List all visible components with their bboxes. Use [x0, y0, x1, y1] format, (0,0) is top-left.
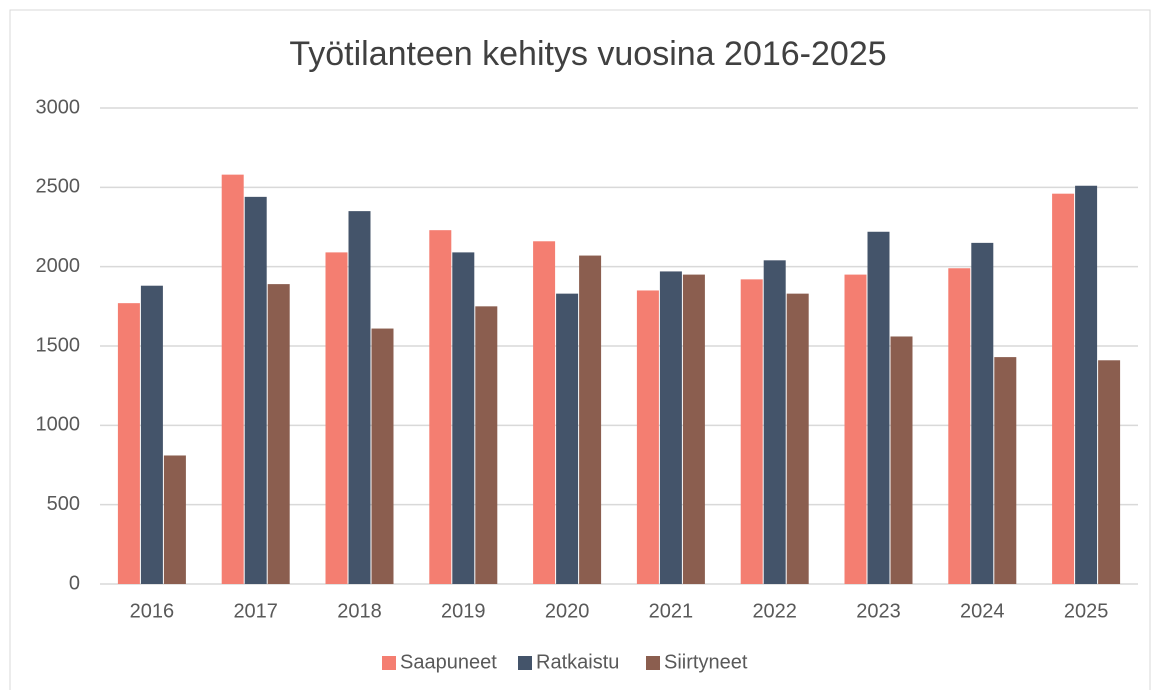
x-tick-label: 2017 — [233, 600, 278, 622]
bar — [1098, 360, 1121, 584]
x-tick-label: 2020 — [545, 600, 590, 622]
y-tick-label: 2000 — [36, 255, 81, 277]
x-tick-label: 2025 — [1064, 600, 1109, 622]
bar — [348, 211, 371, 584]
bar — [740, 279, 763, 584]
legend-swatch — [382, 656, 396, 670]
x-tick-label: 2023 — [856, 600, 901, 622]
bar — [994, 357, 1017, 584]
bar — [117, 303, 140, 584]
bar — [556, 293, 579, 584]
y-tick-label: 3000 — [36, 96, 81, 118]
bar — [1075, 185, 1098, 584]
bar — [890, 336, 913, 584]
x-tick-label: 2016 — [130, 600, 175, 622]
bar — [325, 252, 348, 585]
bar — [371, 328, 394, 584]
bar — [244, 196, 267, 584]
y-tick-label: 0 — [69, 572, 80, 594]
bar — [867, 231, 890, 584]
bar — [533, 241, 556, 584]
legend-swatch — [518, 656, 532, 670]
bar — [452, 252, 475, 585]
bar — [140, 285, 163, 584]
bar — [1052, 193, 1075, 584]
bar — [971, 242, 994, 584]
bar — [659, 271, 682, 584]
y-tick-label: 500 — [47, 493, 80, 515]
bar — [475, 306, 498, 584]
x-tick-label: 2018 — [337, 600, 382, 622]
bar — [163, 455, 186, 584]
legend-swatch — [646, 656, 660, 670]
bar — [682, 274, 705, 584]
bar — [429, 230, 452, 584]
chart-title: Työtilanteen kehitys vuosina 2016-2025 — [289, 35, 886, 73]
bar — [786, 293, 809, 584]
legend-label: Ratkaistu — [536, 651, 619, 673]
bar — [844, 274, 867, 584]
x-tick-label: 2024 — [960, 600, 1005, 622]
x-tick-label: 2019 — [441, 600, 486, 622]
y-tick-label: 1000 — [36, 414, 81, 436]
x-tick-label: 2021 — [649, 600, 694, 622]
legend-label: Siirtyneet — [664, 651, 748, 673]
bar — [763, 260, 786, 584]
y-tick-label: 2500 — [36, 176, 81, 198]
y-tick-label: 1500 — [36, 334, 81, 356]
legend-label: Saapuneet — [400, 651, 497, 673]
x-tick-label: 2022 — [752, 600, 797, 622]
bar — [267, 284, 290, 584]
bar — [221, 174, 244, 584]
bar — [948, 268, 971, 584]
bar — [636, 290, 659, 584]
bar — [579, 255, 602, 584]
